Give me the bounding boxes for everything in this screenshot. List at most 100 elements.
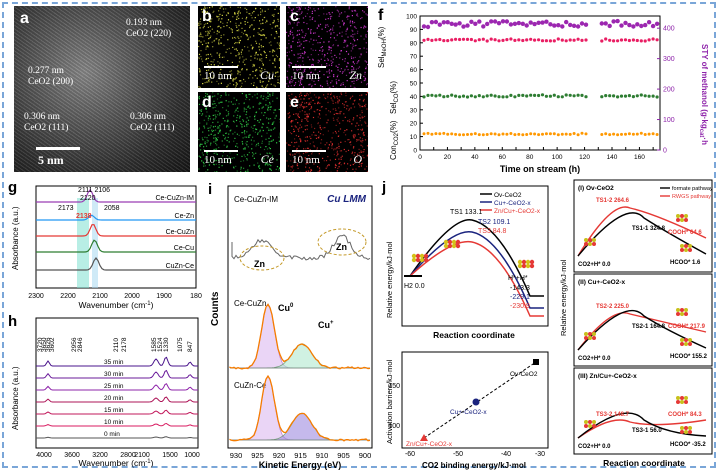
eds-dot — [333, 113, 335, 115]
eds-dot — [290, 98, 292, 101]
eds-dot — [335, 132, 337, 134]
eds-dot — [333, 149, 335, 151]
eds-dot — [346, 44, 348, 46]
k-structure-atom — [584, 238, 588, 242]
eds-dot — [247, 169, 249, 171]
eds-dot — [356, 32, 359, 34]
eds-dot — [227, 159, 229, 161]
eds-dot — [216, 139, 218, 141]
k-structure-atom — [588, 332, 592, 336]
eds-dot — [253, 140, 255, 142]
eds-dot — [313, 80, 315, 82]
eds-dot — [238, 28, 240, 31]
panel-g-plot-area — [35, 185, 197, 289]
eds-dot — [262, 157, 264, 159]
eds-dot — [206, 22, 209, 24]
eds-dot — [359, 117, 361, 119]
eds-dot — [351, 81, 353, 83]
eds-dot — [295, 126, 297, 128]
eds-dot — [349, 22, 351, 24]
eds-dot — [324, 127, 326, 129]
j-structure-atom — [529, 259, 535, 265]
eds-dot — [353, 106, 356, 108]
f-data-point — [620, 132, 623, 136]
eds-dot — [226, 155, 228, 157]
eds-dot — [304, 157, 306, 159]
eds-dot — [203, 127, 206, 129]
eds-dot — [251, 96, 254, 98]
eds-dot — [243, 107, 245, 109]
f-data-point — [599, 21, 604, 26]
f-data-point — [434, 38, 438, 42]
eds-dot — [277, 12, 279, 14]
eds-dot — [331, 56, 333, 58]
eds-dot — [360, 26, 362, 29]
f-data-point — [425, 24, 431, 30]
eds-dot — [313, 110, 315, 112]
h-series-label: 0 min — [104, 431, 120, 438]
eds-dot — [323, 41, 325, 43]
eds-dot — [312, 59, 314, 61]
eds-dot — [206, 123, 208, 125]
eds-dot — [206, 152, 208, 154]
panel-i-series-2-label: Ce-CuZn — [234, 299, 266, 308]
eds-dot — [320, 58, 322, 60]
eds-dot — [343, 24, 345, 26]
eds-dot — [351, 151, 354, 153]
eds-dot — [352, 30, 354, 32]
eds-dot — [260, 39, 262, 41]
k-structure-atom — [684, 312, 688, 316]
eds-dot — [318, 35, 320, 37]
f-data-point — [473, 21, 478, 26]
eds-dot — [267, 162, 269, 165]
j-structure-atom — [451, 239, 457, 245]
eds-dot — [215, 110, 217, 112]
j-bottom-fit-line — [423, 361, 537, 439]
eds-dot — [301, 126, 303, 128]
eds-dot — [354, 135, 356, 137]
eds-dot — [241, 124, 243, 126]
eds-dot — [351, 20, 354, 22]
eds-dot — [290, 62, 293, 64]
eds-dot — [314, 111, 316, 113]
g-peak-label: 2111 2106 — [78, 187, 110, 194]
j-v1-label: -143.3 — [510, 285, 530, 292]
k-structure-atom — [592, 420, 596, 424]
eds-dot — [304, 111, 306, 113]
eds-dot — [338, 63, 340, 66]
eds-dot — [296, 164, 298, 166]
eds-dot — [218, 10, 220, 12]
eds-dot — [349, 159, 351, 161]
eds-dot — [311, 18, 313, 20]
eds-dot — [242, 137, 244, 139]
f-data-point — [612, 94, 616, 98]
eds-dot — [346, 129, 348, 131]
eds-dot — [308, 41, 311, 43]
eds-dot — [250, 14, 252, 16]
eds-dot — [260, 30, 262, 32]
eds-dot — [254, 124, 256, 126]
eds-dot — [366, 145, 368, 147]
panel-f-label: f — [378, 7, 384, 24]
eds-dot — [259, 74, 261, 76]
eds-dot — [225, 132, 227, 134]
eds-dot — [313, 32, 315, 34]
eds-dot — [225, 100, 227, 102]
eds-dot — [312, 63, 314, 66]
panel-h-xlabel: Wavenumber (cm-1) — [79, 458, 154, 468]
eds-dot — [360, 163, 362, 165]
i-tick-label: 910 — [316, 451, 329, 460]
eds-dot — [230, 70, 232, 72]
eds-dot — [203, 165, 205, 167]
eds-dot — [296, 165, 299, 167]
eds-dot — [221, 14, 223, 16]
eds-dot — [302, 17, 304, 19]
eds-dot — [347, 69, 349, 71]
eds-dot — [246, 69, 248, 71]
eds-dot — [320, 37, 322, 40]
eds-dot — [365, 103, 367, 105]
eds-dot — [300, 83, 303, 85]
eds-dot — [214, 95, 216, 97]
eds-dot — [248, 136, 250, 138]
eds-dot — [292, 40, 294, 43]
